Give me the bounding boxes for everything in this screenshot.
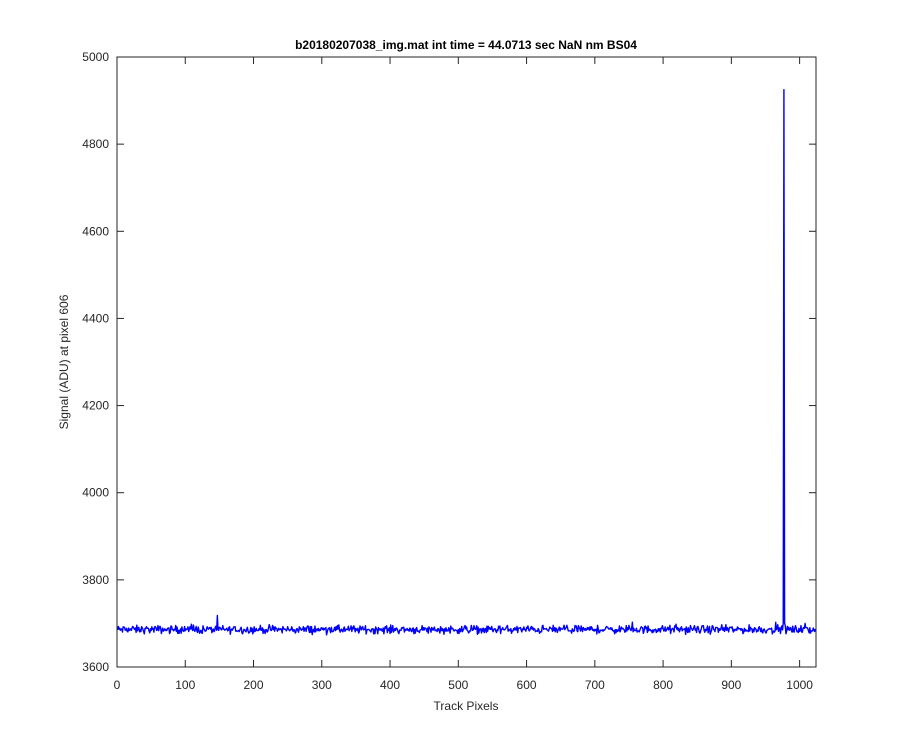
y-tick-label: 4000	[82, 486, 109, 500]
x-tick-label: 500	[448, 678, 468, 692]
x-tick-label: 800	[653, 678, 673, 692]
x-tick-label: 700	[585, 678, 605, 692]
x-tick-label: 1000	[786, 678, 813, 692]
x-tick-label: 600	[517, 678, 537, 692]
x-tick-label: 100	[175, 678, 195, 692]
x-tick-label: 900	[721, 678, 741, 692]
y-tick-label: 4600	[82, 224, 109, 238]
y-axis-label: Signal (ADU) at pixel 606	[57, 294, 71, 429]
chart-title: b20180207038_img.mat int time = 44.0713 …	[295, 38, 637, 52]
y-tick-label: 5000	[82, 50, 109, 64]
x-tick-label: 300	[312, 678, 332, 692]
x-axis-label: Track Pixels	[434, 699, 499, 713]
axes-box	[116, 56, 817, 668]
y-tick-label: 4200	[82, 399, 109, 413]
x-tick-label: 0	[114, 678, 121, 692]
y-tick-label: 4800	[82, 137, 109, 151]
series-line	[116, 88, 816, 636]
x-tick-label: 200	[244, 678, 264, 692]
x-tick-label: 400	[380, 678, 400, 692]
plot-area	[117, 57, 816, 667]
y-tick-label: 4400	[82, 311, 109, 325]
y-tick-label: 3600	[82, 660, 109, 674]
y-tick-label: 3800	[82, 573, 109, 587]
